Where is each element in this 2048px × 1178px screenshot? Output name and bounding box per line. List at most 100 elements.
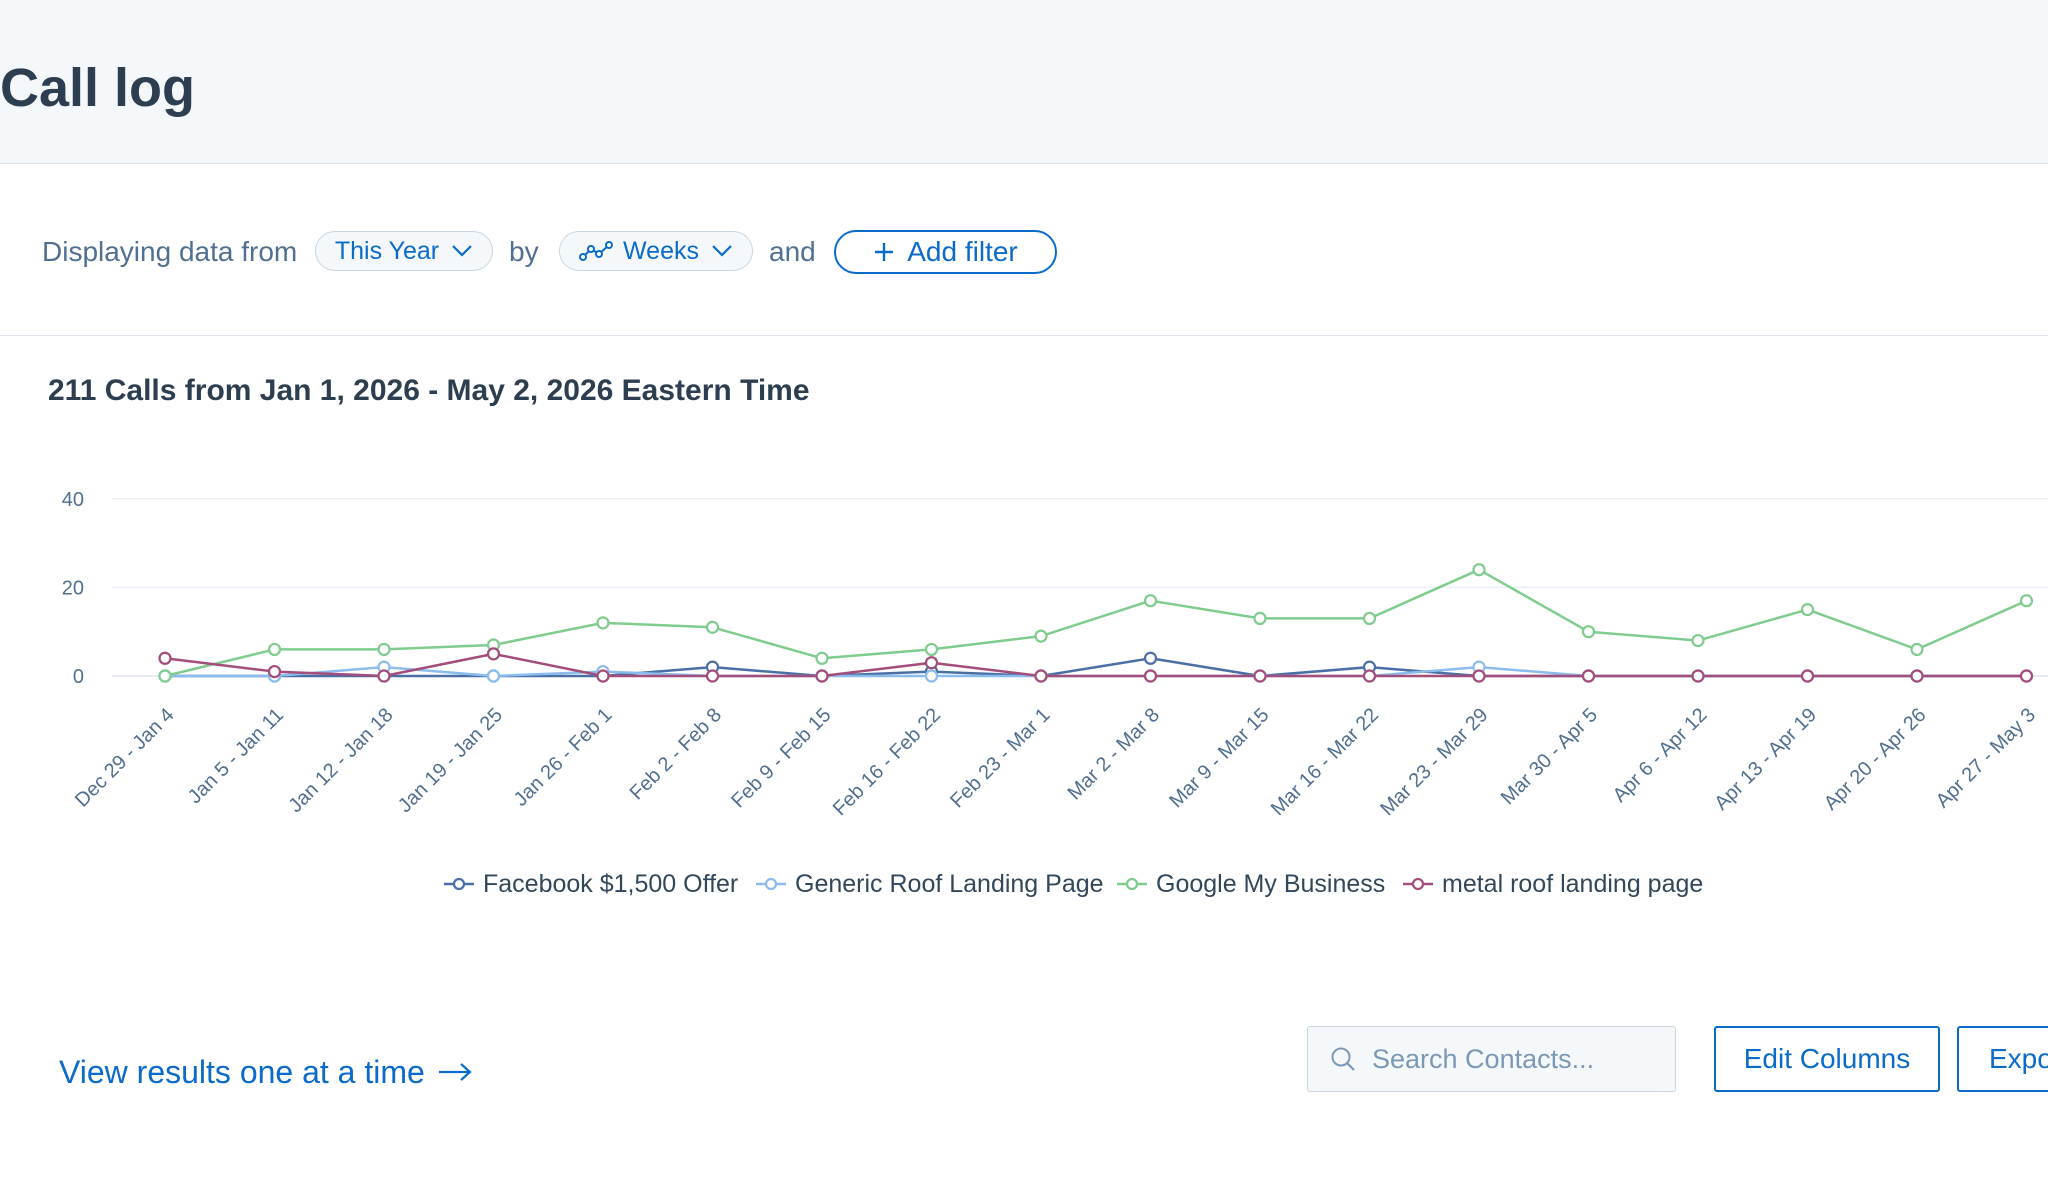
- x-tick-label: Jan 5 - Jan 11: [184, 704, 288, 808]
- legend-marker-icon: [444, 877, 474, 891]
- date-range-dropdown[interactable]: This Year: [315, 231, 493, 271]
- x-tick-label: Mar 16 - Mar 22: [1267, 704, 1383, 820]
- data-point[interactable]: [158, 669, 172, 683]
- interval-value: Weeks: [623, 236, 699, 265]
- x-tick-label: Jan 19 - Jan 25: [394, 704, 507, 817]
- search-contacts-input[interactable]: [1370, 1042, 1664, 1076]
- x-tick-label: Mar 9 - Mar 15: [1165, 704, 1273, 812]
- x-tick-label: Jan 12 - Jan 18: [284, 704, 397, 817]
- data-point[interactable]: [596, 616, 610, 630]
- legend-marker-icon: [756, 877, 786, 891]
- data-point[interactable]: [267, 642, 282, 657]
- x-tick-label: Mar 2 - Mar 8: [1064, 704, 1164, 804]
- data-point[interactable]: [1143, 669, 1158, 683]
- data-point[interactable]: [705, 620, 720, 634]
- data-point[interactable]: [815, 669, 829, 683]
- x-tick-label: Feb 2 - Feb 8: [626, 704, 726, 804]
- legend-marker-icon: [1117, 877, 1147, 891]
- x-tick-label: Apr 13 - Apr 19: [1710, 704, 1821, 815]
- data-point[interactable]: [1691, 669, 1705, 683]
- x-tick-label: Feb 23 - Mar 1: [946, 704, 1054, 812]
- x-tick-label: Mar 30 - Apr 5: [1497, 704, 1602, 809]
- data-point[interactable]: [815, 651, 829, 665]
- edit-columns-label: Edit Columns: [1743, 1043, 1911, 1074]
- data-point[interactable]: [2019, 594, 2034, 608]
- search-contacts-box[interactable]: [1307, 1026, 1676, 1092]
- add-filter-label: Add filter: [907, 236, 1018, 267]
- series-line: [164, 652, 2027, 678]
- data-point[interactable]: [377, 642, 391, 657]
- data-point[interactable]: [158, 651, 172, 665]
- data-point[interactable]: [1034, 669, 1048, 683]
- series-line: [165, 657, 2027, 678]
- data-point[interactable]: [1143, 651, 1158, 665]
- data-point[interactable]: [1581, 669, 1596, 683]
- filter-bar: Displaying data from This Year by Weeks: [0, 164, 2048, 336]
- y-tick-label: 0: [73, 666, 84, 688]
- legend-label: Generic Roof Landing Page: [795, 870, 1104, 898]
- x-tick-label: Feb 16 - Feb 22: [829, 704, 945, 820]
- x-tick-label: Jan 26 - Feb 1: [510, 704, 617, 811]
- legend-label: Google My Business: [1156, 870, 1386, 898]
- x-tick-label: Apr 6 - Apr 12: [1609, 704, 1712, 807]
- filter-by-label: by: [509, 236, 539, 267]
- filter-and-label: and: [769, 236, 816, 267]
- data-point[interactable]: [1691, 633, 1705, 648]
- data-point[interactable]: [1253, 669, 1267, 683]
- data-point[interactable]: [1910, 669, 1924, 683]
- x-tick-label: Apr 27 - May 3: [1932, 704, 2040, 812]
- data-point[interactable]: [2019, 669, 2034, 683]
- data-point[interactable]: [924, 669, 939, 683]
- data-point[interactable]: [924, 656, 939, 670]
- chart-legend: Facebook $1,500 Offer Generic Roof Landin…: [0, 866, 2048, 902]
- export-button[interactable]: Expo: [1957, 1026, 2048, 1092]
- data-point[interactable]: [486, 647, 501, 661]
- data-point[interactable]: [1143, 594, 1158, 608]
- legend-item[interactable]: metal roof landing page: [1402, 866, 1703, 902]
- data-point[interactable]: [705, 669, 720, 683]
- series-line: [164, 568, 2028, 678]
- legend-marker-icon: [1403, 877, 1433, 891]
- x-tick-label: Apr 20 - Apr 26: [1820, 704, 1931, 815]
- edit-columns-button[interactable]: Edit Columns: [1714, 1026, 1940, 1092]
- page-header: Call log: [0, 0, 2048, 164]
- data-point[interactable]: [1472, 669, 1486, 683]
- data-point[interactable]: [924, 642, 939, 657]
- data-point[interactable]: [486, 669, 501, 683]
- legend-item[interactable]: Generic Roof Landing Page: [755, 866, 1104, 902]
- x-tick-label: Feb 9 - Feb 15: [727, 704, 835, 812]
- data-point[interactable]: [1800, 602, 1815, 617]
- series-line: [165, 665, 2027, 678]
- y-tick-label: 20: [62, 577, 84, 599]
- interval-dropdown[interactable]: Weeks: [559, 231, 753, 271]
- data-point[interactable]: [1362, 669, 1377, 683]
- chevron-down-icon: [711, 244, 733, 258]
- date-range-value: This Year: [334, 236, 440, 265]
- view-results-one-at-a-time-link[interactable]: View results one at a time: [59, 1050, 473, 1094]
- export-label: Expo: [1989, 1043, 2048, 1074]
- data-point[interactable]: [1800, 669, 1815, 683]
- search-icon: [1330, 1046, 1356, 1072]
- x-tick-label: Mar 23 - Mar 29: [1376, 704, 1492, 820]
- filter-prefix-label: Displaying data from: [42, 236, 298, 267]
- chevron-down-icon: [451, 244, 473, 258]
- line-chart-icon: [579, 241, 614, 261]
- data-point[interactable]: [1472, 563, 1486, 577]
- data-point[interactable]: [1362, 611, 1377, 626]
- add-filter-button[interactable]: Add filter: [834, 230, 1057, 274]
- data-point[interactable]: [1581, 625, 1596, 639]
- data-point[interactable]: [377, 669, 391, 683]
- arrow-right-icon: [437, 1061, 473, 1083]
- data-point[interactable]: [267, 664, 282, 679]
- chart-title: 211 Calls from Jan 1, 2026 - May 2, 2026…: [48, 374, 810, 407]
- legend-item[interactable]: Google My Business: [1116, 866, 1385, 902]
- view-results-label: View results one at a time: [59, 1054, 425, 1090]
- data-point[interactable]: [1253, 611, 1267, 626]
- plus-icon: [873, 241, 895, 263]
- data-point[interactable]: [596, 669, 610, 683]
- data-point[interactable]: [1910, 642, 1924, 657]
- data-point[interactable]: [1034, 629, 1048, 643]
- legend-item[interactable]: Facebook $1,500 Offer: [443, 866, 738, 902]
